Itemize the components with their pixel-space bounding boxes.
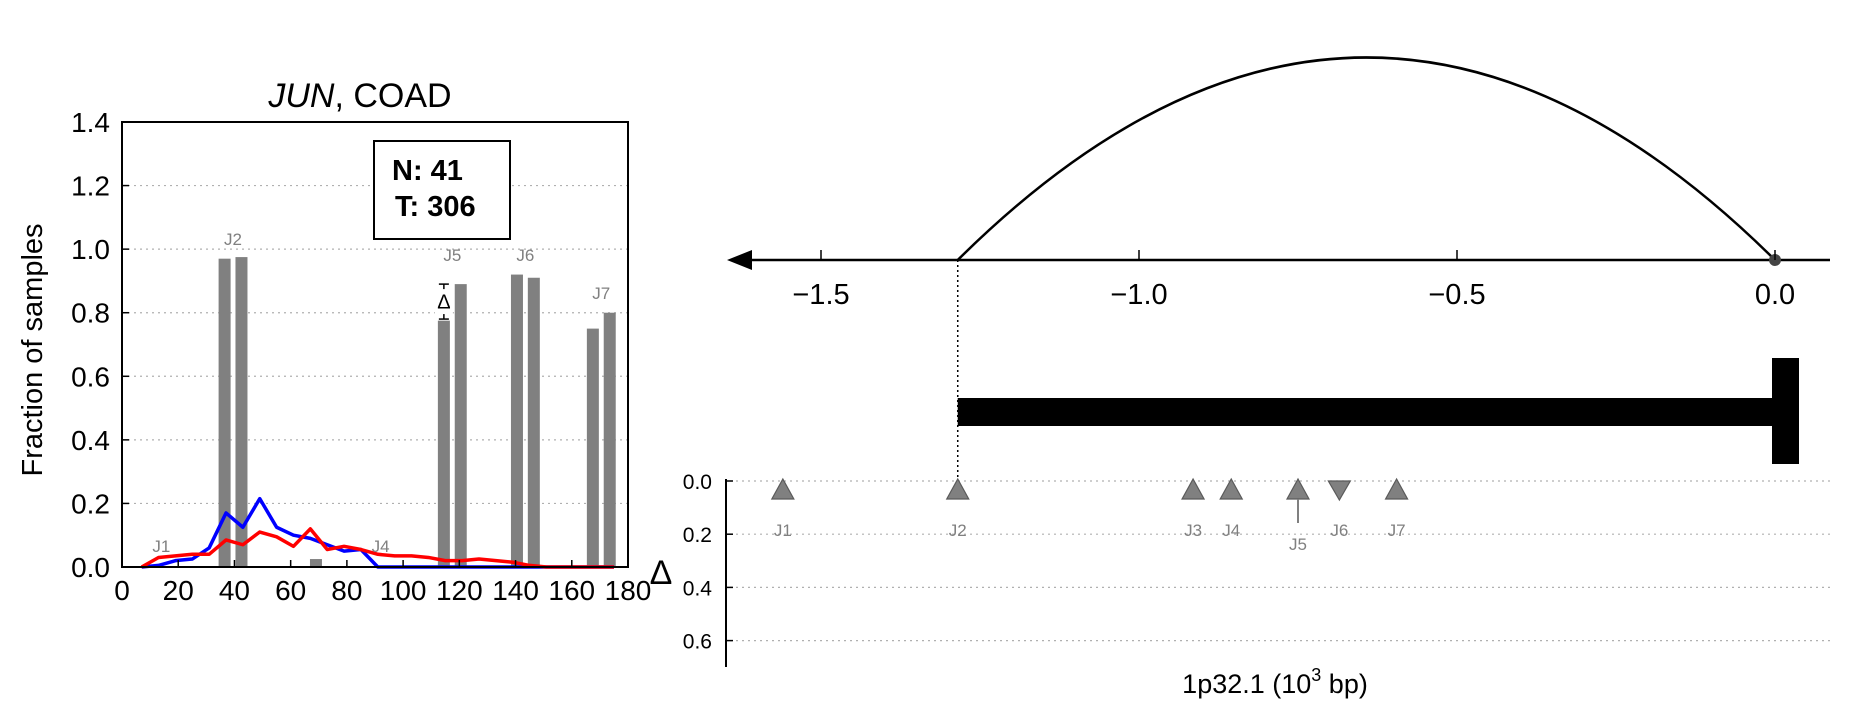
bar bbox=[309, 559, 322, 567]
delta-label: Δ bbox=[437, 292, 450, 314]
x-tick-label: 120 bbox=[436, 575, 483, 606]
y-axis-ticks: 0.0 0.2 0.4 0.6 0.8 1.0 1.2 1.4 bbox=[71, 107, 129, 583]
junction-marker bbox=[1384, 477, 1409, 500]
bar bbox=[603, 312, 616, 567]
legend-n-count: N: 41 bbox=[392, 155, 463, 187]
genomic-tick-label: −0.5 bbox=[1428, 279, 1485, 311]
delta-tick-label: 0.0 bbox=[683, 471, 712, 494]
junction-label: J1 bbox=[774, 521, 792, 540]
title-gene: JUN bbox=[267, 77, 335, 115]
bar-label: J6 bbox=[516, 246, 534, 265]
delta-tick-label: 0.6 bbox=[683, 631, 712, 654]
gene-end-cap bbox=[1772, 358, 1799, 464]
junction-marker bbox=[1219, 477, 1244, 500]
junction-label: J4 bbox=[1222, 521, 1240, 540]
y-axis-label: Fraction of samples bbox=[17, 223, 49, 476]
legend-t-count: T: 306 bbox=[395, 191, 476, 223]
bar bbox=[510, 274, 523, 567]
x-tick-label: 60 bbox=[275, 575, 306, 606]
bar-label: J2 bbox=[224, 230, 242, 249]
x-tick-label: 20 bbox=[163, 575, 194, 606]
gene-body-bar bbox=[957, 398, 1775, 426]
delta-tick-label: 0.4 bbox=[683, 577, 713, 600]
delta-gridlines bbox=[730, 480, 1830, 642]
x-axis-ticks: 0 20 40 60 80 100 120 140 160 180 bbox=[114, 560, 651, 606]
junction-label: J7 bbox=[1388, 521, 1406, 540]
delta-axis-ticks: 0.0 0.2 0.4 0.6 bbox=[683, 471, 733, 654]
y-tick-label: 1.0 bbox=[71, 234, 110, 265]
title-rest: , COAD bbox=[334, 77, 451, 115]
bar bbox=[454, 284, 467, 567]
y-tick-label: 0.4 bbox=[71, 425, 110, 456]
line-series bbox=[140, 496, 614, 569]
bar bbox=[586, 328, 599, 567]
x-tick-label: 0 bbox=[114, 575, 130, 606]
x-tick-label: 100 bbox=[380, 575, 427, 606]
junction-label: J3 bbox=[1184, 521, 1202, 540]
bar-series bbox=[218, 257, 616, 567]
junction-markers: J1 J2 J3 J4 J5 J6 J7 bbox=[770, 477, 1409, 554]
genomic-axis-label: 1p32.1 (103 bp) bbox=[1182, 665, 1368, 699]
y-tick-label: 1.4 bbox=[71, 107, 110, 138]
junction-marker bbox=[945, 477, 970, 500]
legend-frame bbox=[373, 140, 511, 240]
delta-axis-label: Δ bbox=[650, 554, 673, 592]
genomic-tick-label: −1.5 bbox=[792, 279, 849, 311]
bar-label: J1 bbox=[152, 537, 170, 556]
x-tick-label: 80 bbox=[331, 575, 362, 606]
bar-chart-panel: JUN, COAD J1 J2 J4 J5 J6 J7 Δ 0.0 0.2 0.4 0.6 0.8… bbox=[17, 77, 651, 606]
series-line bbox=[141, 496, 614, 569]
x-tick-label: 180 bbox=[605, 575, 652, 606]
delta-marker: Δ bbox=[434, 283, 453, 320]
bar-label: J4 bbox=[372, 537, 390, 556]
delta-tick-label: 0.2 bbox=[683, 524, 712, 547]
y-tick-label: 0.2 bbox=[71, 488, 110, 519]
chart-title: JUN, COAD bbox=[267, 77, 451, 115]
x-tick-label: 40 bbox=[219, 575, 250, 606]
bar bbox=[235, 257, 248, 567]
axis-arrow-head bbox=[727, 250, 752, 270]
bar-label: J7 bbox=[592, 284, 610, 303]
junction-marker bbox=[1285, 477, 1311, 500]
bar bbox=[218, 258, 231, 567]
delta-bg bbox=[434, 289, 453, 315]
bar bbox=[437, 320, 450, 567]
junction-label: J5 bbox=[1289, 535, 1307, 554]
x-tick-label: 160 bbox=[548, 575, 595, 606]
y-tick-label: 1.2 bbox=[71, 171, 110, 202]
legend-box: N: 41 T: 306 bbox=[373, 140, 511, 240]
y-tick-label: 0.0 bbox=[71, 552, 110, 583]
x-tick-label: 140 bbox=[492, 575, 539, 606]
bar bbox=[527, 277, 540, 567]
y-tick-label: 0.6 bbox=[71, 361, 110, 392]
junction-label: J6 bbox=[1330, 521, 1348, 540]
genomic-tick-label: −1.0 bbox=[1110, 279, 1167, 311]
genomic-axis-ticks: −1.5 −1.0 −0.5 0.0 bbox=[792, 250, 1795, 311]
genomic-tick-label: 0.0 bbox=[1755, 279, 1795, 311]
junction-marker bbox=[1181, 477, 1206, 500]
series-line bbox=[140, 527, 614, 569]
junction-arc bbox=[956, 56, 1776, 261]
y-tick-label: 0.8 bbox=[71, 298, 110, 329]
junction-marker bbox=[1327, 480, 1352, 502]
bar-label: J5 bbox=[443, 246, 461, 265]
junction-marker bbox=[770, 477, 795, 500]
gene-structure-panel: −1.5 −1.0 −0.5 0.0 0.00.20.40.6 Δ J1 J2 J3 J4J… bbox=[650, 56, 1830, 699]
junction-label: J2 bbox=[949, 521, 967, 540]
bar-labels: J1 J2 J4 J5 J6 J7 bbox=[152, 230, 610, 556]
plot-frame bbox=[121, 121, 629, 568]
